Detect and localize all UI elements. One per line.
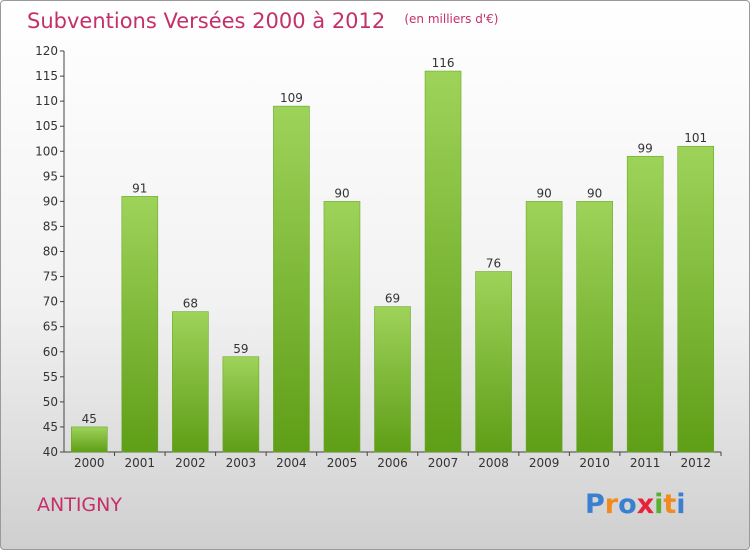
bar-value-label: 91 bbox=[132, 181, 147, 195]
brand-letter: P bbox=[585, 489, 605, 520]
bar-value-label: 45 bbox=[82, 412, 97, 426]
brand-letter: t bbox=[663, 489, 677, 520]
y-tick-label: 75 bbox=[43, 270, 58, 284]
bar-2007 bbox=[424, 70, 462, 453]
bar-value-label: 90 bbox=[334, 186, 349, 200]
bar-value-label: 116 bbox=[432, 56, 455, 70]
y-tick-label: 120 bbox=[35, 44, 58, 58]
bar-2012 bbox=[677, 145, 715, 453]
bar-value-label: 99 bbox=[638, 141, 653, 155]
x-tick-label: 2010 bbox=[579, 456, 610, 470]
bar-2000 bbox=[70, 426, 108, 453]
bar-value-label: 69 bbox=[385, 292, 400, 306]
bar-2003 bbox=[222, 356, 260, 453]
bar-value-label: 76 bbox=[486, 257, 501, 271]
y-tick-label: 95 bbox=[43, 169, 58, 183]
bar-2004 bbox=[273, 105, 310, 453]
y-tick-label: 90 bbox=[43, 194, 58, 208]
x-tick-label: 2004 bbox=[276, 456, 307, 470]
x-tick-label: 2001 bbox=[125, 456, 156, 470]
bar-value-label: 68 bbox=[183, 297, 198, 311]
x-tick-label: 2000 bbox=[74, 456, 105, 470]
bar-2002 bbox=[172, 311, 209, 453]
y-tick-label: 80 bbox=[43, 245, 58, 259]
x-tick-label: 2007 bbox=[428, 456, 459, 470]
chart-title: Subventions Versées 2000 à 2012 bbox=[27, 9, 386, 33]
brand-letter: x bbox=[636, 489, 655, 520]
brand-letter: o bbox=[618, 489, 637, 520]
y-tick-label: 60 bbox=[43, 345, 58, 359]
bar-value-label: 101 bbox=[684, 131, 707, 145]
bar-value-label: 90 bbox=[536, 186, 551, 200]
y-tick-label: 115 bbox=[35, 69, 58, 83]
y-tick-label: 70 bbox=[43, 295, 58, 309]
y-tick-label: 105 bbox=[35, 119, 58, 133]
bar-2011 bbox=[626, 155, 664, 453]
bar-2010 bbox=[576, 201, 613, 453]
brand-letter: i bbox=[654, 489, 664, 520]
chart-unit: (en milliers d'€) bbox=[404, 12, 499, 26]
commune-name: ANTIGNY bbox=[37, 494, 122, 516]
bar-2008 bbox=[475, 271, 512, 453]
bar-2009 bbox=[525, 201, 563, 453]
x-tick-label: 2008 bbox=[478, 456, 509, 470]
x-tick-label: 2011 bbox=[630, 456, 661, 470]
x-tick-label: 2009 bbox=[529, 456, 560, 470]
y-tick-label: 50 bbox=[43, 395, 58, 409]
y-tick-label: 55 bbox=[43, 370, 58, 384]
title-row: Subventions Versées 2000 à 2012 (en mill… bbox=[27, 9, 498, 33]
y-tick-label: 110 bbox=[35, 94, 58, 108]
x-tick-label: 2003 bbox=[226, 456, 257, 470]
x-tick-label: 2005 bbox=[327, 456, 358, 470]
bar-value-label: 109 bbox=[280, 91, 303, 105]
y-tick-label: 85 bbox=[43, 219, 58, 233]
bar-2001 bbox=[121, 196, 159, 453]
x-tick-label: 2006 bbox=[377, 456, 408, 470]
y-tick-label: 40 bbox=[43, 445, 58, 459]
brand-letter: i bbox=[676, 489, 686, 520]
y-tick-label: 45 bbox=[43, 420, 58, 434]
y-tick-label: 100 bbox=[35, 144, 58, 158]
brand-letter: r bbox=[604, 489, 619, 520]
x-tick-label: 2002 bbox=[175, 456, 206, 470]
brand-logo: Proxiti bbox=[585, 489, 686, 520]
bar-value-label: 59 bbox=[233, 342, 248, 356]
y-tick-label: 65 bbox=[43, 320, 58, 334]
x-tick-label: 2012 bbox=[680, 456, 711, 470]
bar-value-label: 90 bbox=[587, 186, 602, 200]
bar-2005 bbox=[323, 201, 361, 453]
bar-2006 bbox=[374, 306, 411, 453]
